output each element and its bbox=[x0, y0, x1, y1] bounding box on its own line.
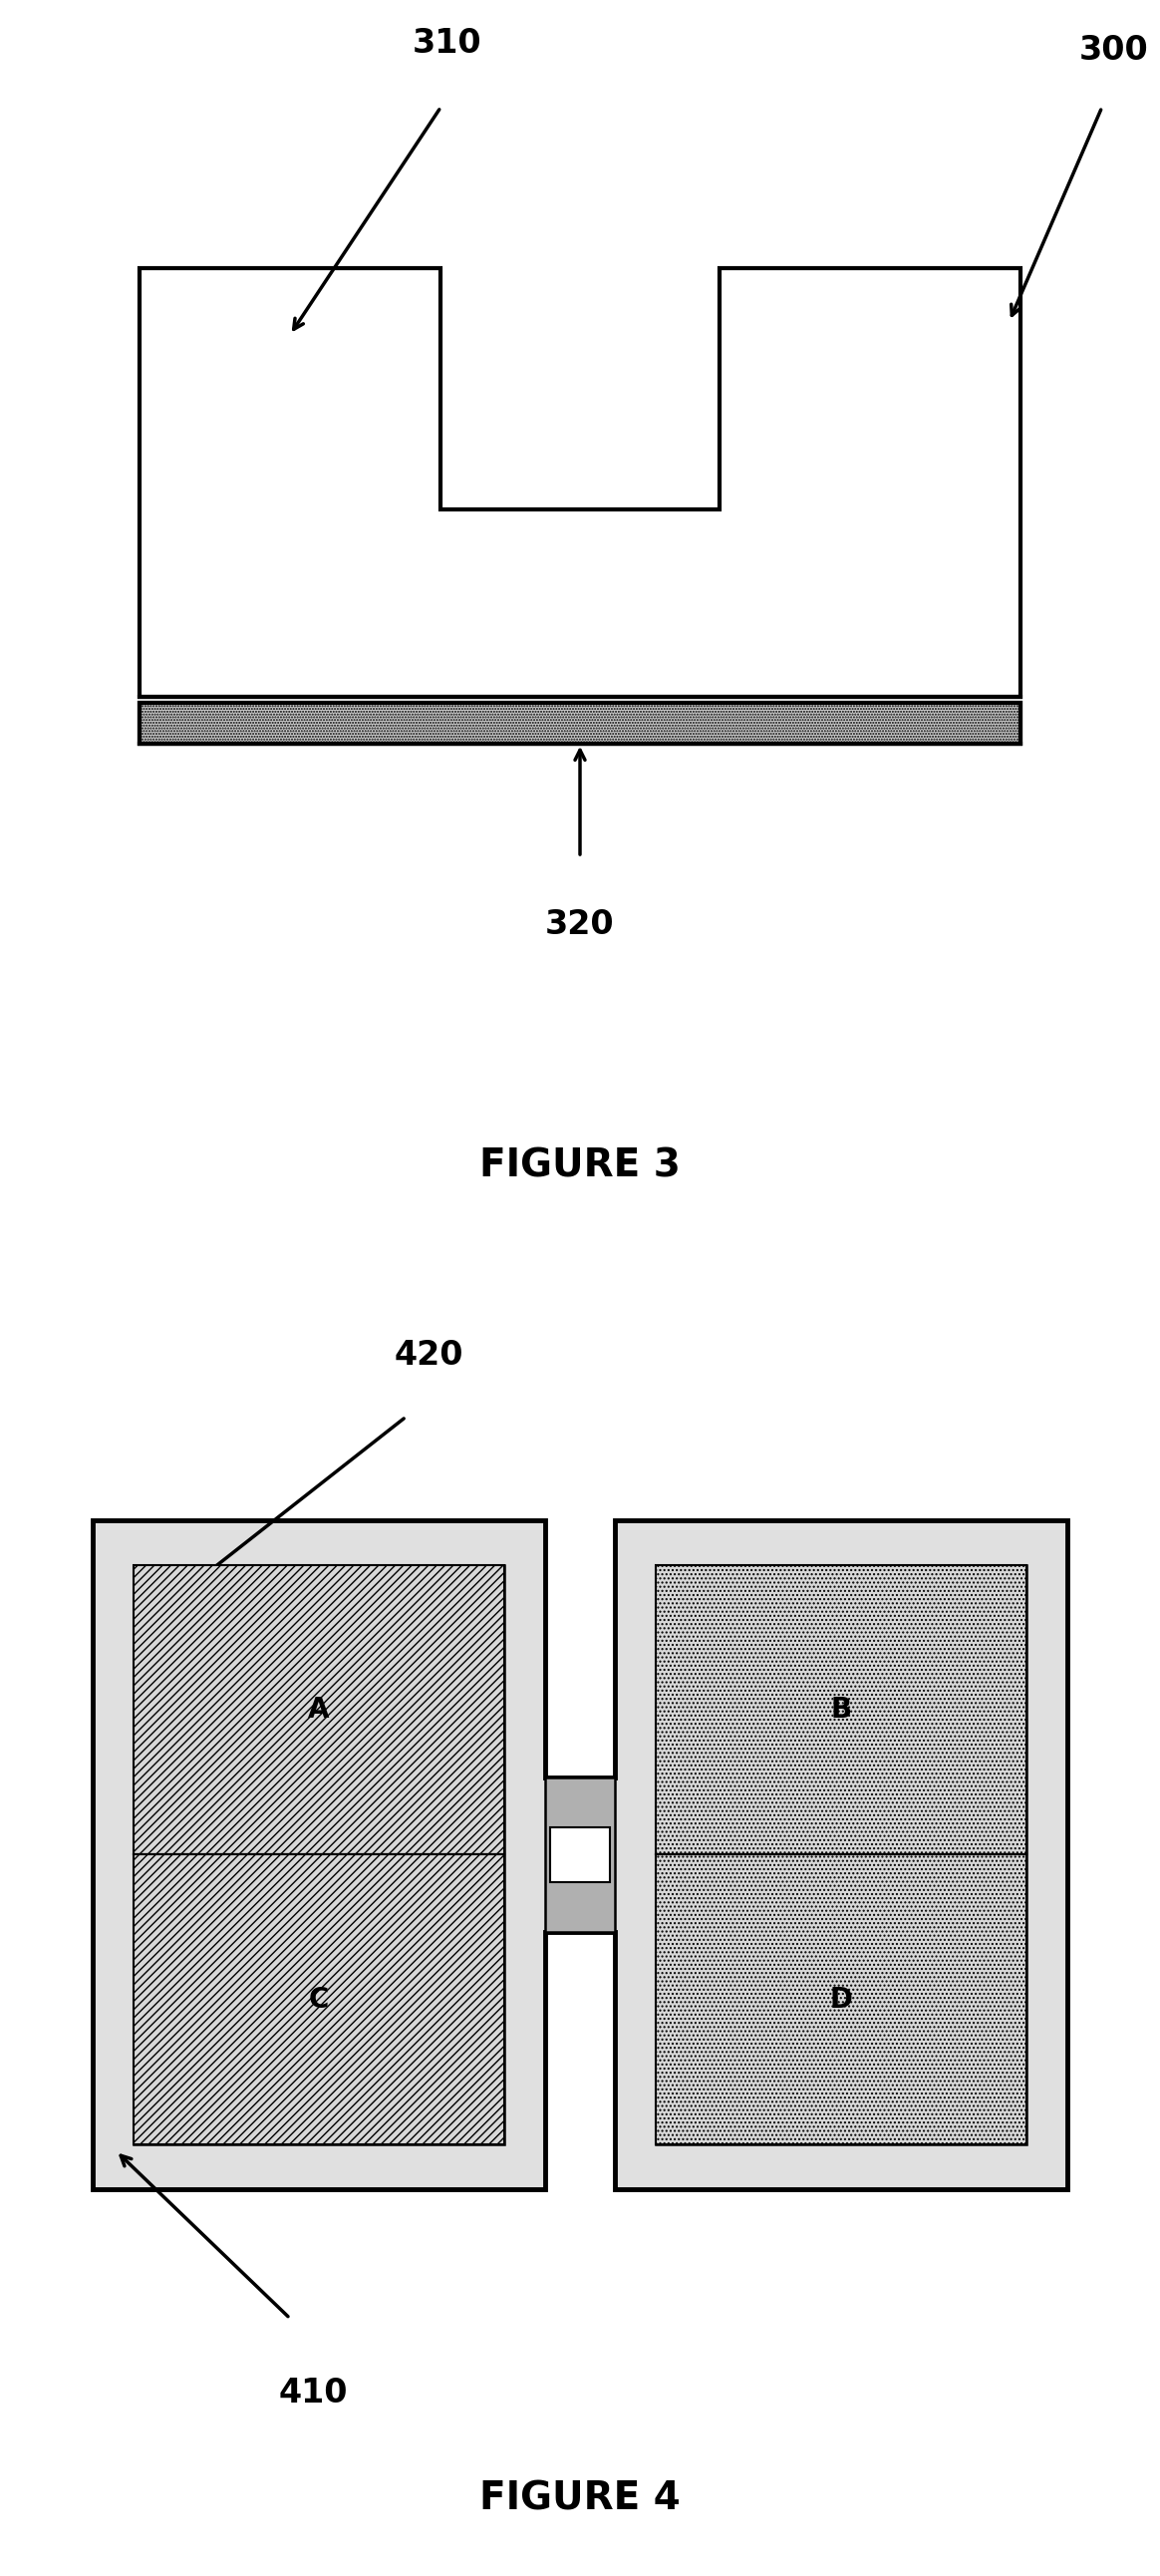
Text: C: C bbox=[309, 1986, 329, 2014]
Text: D: D bbox=[829, 1986, 853, 2014]
Text: B: B bbox=[831, 1695, 851, 1723]
Text: 420: 420 bbox=[394, 1340, 464, 1370]
Bar bbox=[655, 1564, 1027, 1855]
Text: 320: 320 bbox=[545, 907, 615, 940]
Bar bbox=[133, 1564, 505, 1855]
Text: 310: 310 bbox=[412, 28, 481, 59]
Bar bbox=[655, 1855, 1027, 2143]
Bar bbox=[139, 703, 1021, 744]
Text: 300: 300 bbox=[1079, 33, 1148, 67]
Bar bbox=[545, 1777, 615, 1932]
Text: 410: 410 bbox=[278, 2375, 348, 2409]
Bar bbox=[139, 703, 1021, 744]
Text: A: A bbox=[309, 1695, 329, 1723]
Bar bbox=[655, 1564, 1027, 2143]
Polygon shape bbox=[93, 1520, 1067, 2190]
Polygon shape bbox=[139, 268, 1021, 696]
Text: FIGURE 4: FIGURE 4 bbox=[479, 2481, 681, 2517]
Bar bbox=[133, 1564, 505, 2143]
Text: FIGURE 3: FIGURE 3 bbox=[479, 1146, 681, 1185]
Bar bbox=[133, 1855, 505, 2143]
Bar bbox=[550, 1829, 610, 1880]
